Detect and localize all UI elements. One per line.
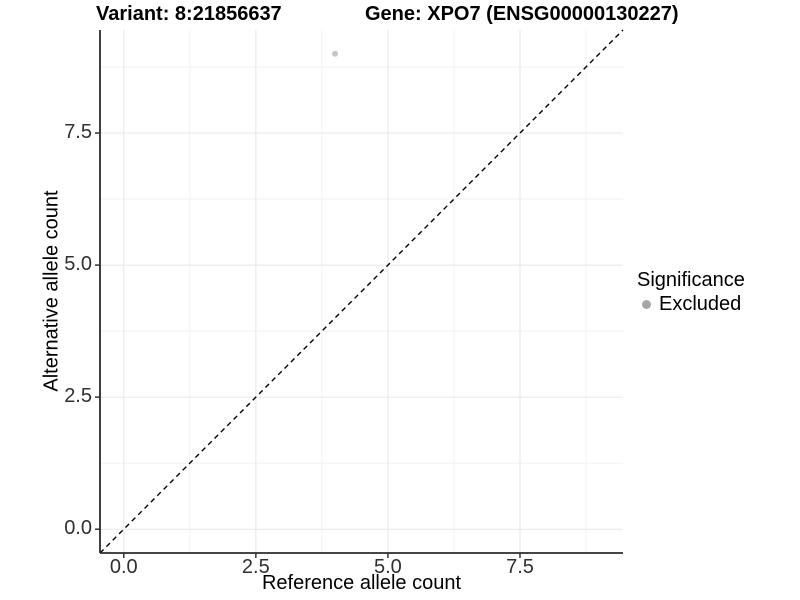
data-point xyxy=(332,50,339,57)
y-tick-label: 0.0 xyxy=(64,517,92,540)
legend-point-icon xyxy=(642,299,651,309)
y-tick-label: 2.5 xyxy=(64,385,92,408)
identity-dashed-line xyxy=(99,29,624,554)
y-axis-title: Alternative allele count xyxy=(40,190,63,392)
x-axis-title: Reference allele count xyxy=(261,572,461,594)
x-tick-label: 2.5 xyxy=(241,556,270,578)
gene-title: Gene: XPO7 (ENSG00000130227) xyxy=(365,3,679,25)
x-tick-label: 0.0 xyxy=(109,556,138,578)
y-tick-label: 7.5 xyxy=(64,121,92,143)
legend-title: Significance xyxy=(637,269,745,291)
y-tick-label: 5.0 xyxy=(64,253,92,276)
x-tick-label: 7.5 xyxy=(506,556,534,578)
variant-title: Variant: 8:21856637 xyxy=(96,3,282,25)
x-tick-label: 5.0 xyxy=(374,556,402,578)
legend-item-label: Excluded xyxy=(659,292,742,315)
legend-item-excluded: Excluded xyxy=(637,292,745,316)
legend: Significance Excluded xyxy=(637,268,745,316)
